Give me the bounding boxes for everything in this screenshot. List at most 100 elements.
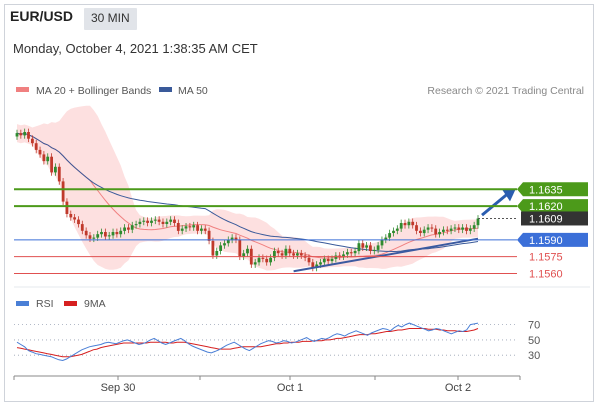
candle-body (84, 230, 88, 236)
candle-body (476, 218, 480, 226)
ma20-legend-label: MA 20 + Bollinger Bands (36, 85, 151, 97)
candle-body (180, 228, 184, 231)
candle (238, 236, 242, 261)
candle (365, 242, 368, 252)
candle-body (211, 240, 215, 256)
candle (415, 221, 418, 235)
candle (211, 237, 215, 259)
candle-body (192, 225, 196, 228)
candle-body (246, 248, 249, 254)
candle-body (415, 225, 418, 231)
candle (119, 227, 123, 238)
support-weak-label: 1.1575 (529, 252, 563, 264)
candle (384, 234, 388, 244)
support-tag (517, 232, 588, 247)
candle-body (334, 255, 338, 259)
candle-body (253, 262, 257, 265)
candle (200, 225, 203, 235)
candle (15, 129, 19, 140)
candle-body (96, 234, 100, 238)
candle-body (238, 239, 242, 257)
candle-body (242, 253, 246, 257)
candle-body (65, 201, 69, 214)
candle-body (134, 224, 138, 226)
candle-body (142, 220, 146, 222)
candle-body (54, 166, 57, 173)
candle-body (207, 230, 211, 241)
rsi-line (16, 322, 479, 362)
rsi-tick-label: 50 (528, 335, 540, 347)
candle-body (165, 221, 169, 224)
candle-body (77, 219, 80, 225)
candle (38, 146, 42, 158)
candle-body (146, 220, 149, 223)
candle (322, 255, 326, 266)
candle (161, 218, 165, 228)
projection-arrow-shaft (481, 193, 508, 217)
candle (219, 242, 222, 255)
instrument-title: EUR/USD (10, 8, 74, 24)
timeframe-badge[interactable]: 30 MIN (84, 8, 137, 30)
candle-body (176, 223, 180, 231)
candle (338, 252, 342, 261)
candle-body (153, 219, 157, 221)
candle (407, 218, 411, 229)
candle-body (311, 262, 315, 268)
candle-body (322, 258, 326, 263)
candle (426, 224, 430, 234)
candle (65, 198, 69, 218)
candle-body (184, 226, 188, 229)
candle-body (384, 237, 388, 240)
candle-body (388, 233, 391, 238)
candle (46, 153, 50, 165)
candle-body (307, 257, 311, 263)
candle (380, 236, 384, 249)
candle (357, 239, 361, 255)
support-label: 1.1590 (529, 235, 563, 247)
candle (361, 239, 365, 252)
current-price-tag (521, 211, 588, 226)
candle (442, 226, 445, 236)
candle-body (196, 225, 199, 231)
candle-body (438, 232, 441, 235)
candle (223, 239, 226, 249)
candle (84, 227, 88, 239)
candle (73, 213, 76, 223)
candle-body (15, 133, 19, 137)
time-axis: Sep 30 Oct 1 Oct 2 (13, 375, 521, 394)
candle-body (115, 232, 119, 235)
rsi-legend-label: RSI (36, 298, 54, 310)
current-price-label: 1.1609 (529, 213, 563, 225)
candle-body (461, 227, 464, 230)
price-level-resistance: 1.1635 (14, 182, 588, 197)
candle (19, 129, 23, 139)
candle (434, 225, 438, 238)
candle (438, 228, 441, 238)
candle (23, 128, 27, 139)
candle-body (453, 227, 457, 229)
candle-body (395, 228, 399, 231)
candle (150, 217, 153, 227)
price-plot (15, 105, 516, 273)
candle (399, 219, 403, 232)
candle (157, 216, 161, 226)
price-level-support_weak: 1.1575 (14, 252, 563, 264)
candle (311, 258, 315, 272)
candle (388, 229, 391, 241)
candle-body (269, 257, 272, 263)
time-tick-label: Sep 30 (101, 382, 136, 394)
candle-body (361, 243, 365, 248)
rsi-tick-label: 30 (528, 350, 540, 362)
candle-body (457, 227, 461, 230)
candle-body (123, 227, 126, 231)
candle (92, 234, 96, 243)
candle (27, 128, 30, 143)
candle (61, 178, 65, 205)
candle (107, 231, 111, 240)
candle-body (127, 227, 130, 230)
resistance-tag (517, 182, 588, 197)
candle-body (104, 232, 107, 237)
candle (261, 254, 265, 263)
candle (465, 224, 468, 235)
